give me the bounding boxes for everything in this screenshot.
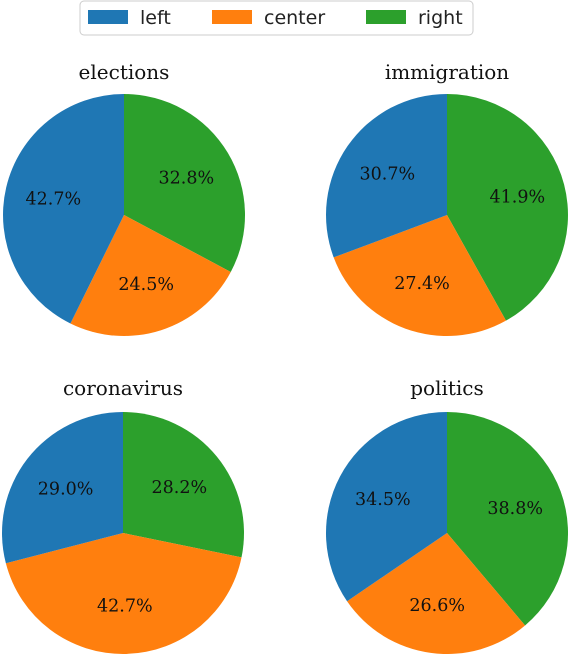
- pie-title-immigration: immigration: [385, 60, 509, 84]
- legend-label-center: center: [264, 7, 325, 29]
- legend-swatch-left: [88, 10, 128, 24]
- pie-title-coronavirus: coronavirus: [63, 376, 183, 400]
- pie-label-immigration-right: 41.9%: [490, 188, 546, 208]
- pie-label-coronavirus-right: 28.2%: [152, 478, 208, 498]
- pie-elections: elections 42.7% 24.5% 32.8%: [3, 60, 246, 336]
- pie-label-immigration-center: 27.4%: [394, 274, 450, 294]
- pie-slice-politics-left: [325, 412, 447, 602]
- pie-slice-immigration-left: [326, 94, 447, 258]
- legend-frame: [79, 0, 474, 36]
- legend-label-right: right: [418, 7, 463, 29]
- pie-label-politics-center: 26.6%: [409, 596, 465, 616]
- pie-label-coronavirus-center: 42.7%: [97, 597, 153, 617]
- pie-slice-immigration-center: [333, 215, 506, 336]
- pie-slice-coronavirus-left: [2, 412, 124, 564]
- pie-slice-elections-right: [124, 93, 246, 272]
- legend-label-left: left: [140, 7, 171, 29]
- pie-slice-elections-center: [70, 215, 231, 336]
- legend-swatch-center: [212, 10, 252, 24]
- pie-label-politics-right: 38.8%: [487, 499, 543, 519]
- legend-swatch-right: [366, 10, 406, 24]
- pie-label-immigration-left: 30.7%: [360, 165, 416, 185]
- pie-politics: politics 34.5% 26.6% 38.8%: [325, 376, 568, 654]
- pie-title-elections: elections: [79, 60, 170, 84]
- pie-title-politics: politics: [410, 376, 484, 400]
- pie-label-elections-center: 24.5%: [118, 275, 174, 295]
- pie-slice-politics-center: [347, 533, 526, 654]
- pie-slice-immigration-right: [447, 94, 568, 321]
- pie-slice-politics-right: [447, 412, 568, 626]
- pie-slice-coronavirus-right: [123, 412, 245, 558]
- pie-label-elections-right: 32.8%: [159, 169, 215, 189]
- pie-label-politics-left: 34.5%: [355, 490, 411, 510]
- pie-label-elections-left: 42.7%: [26, 190, 82, 210]
- legend: left center right: [79, 0, 474, 36]
- pie-label-coronavirus-left: 29.0%: [38, 480, 94, 500]
- pie-immigration: immigration 30.7% 27.4% 41.9%: [326, 60, 568, 336]
- pie-coronavirus: coronavirus 29.0% 42.7% 28.2%: [2, 376, 245, 654]
- pie-slice-coronavirus-center: [5, 533, 242, 654]
- pie-slice-elections-left: [3, 94, 124, 324]
